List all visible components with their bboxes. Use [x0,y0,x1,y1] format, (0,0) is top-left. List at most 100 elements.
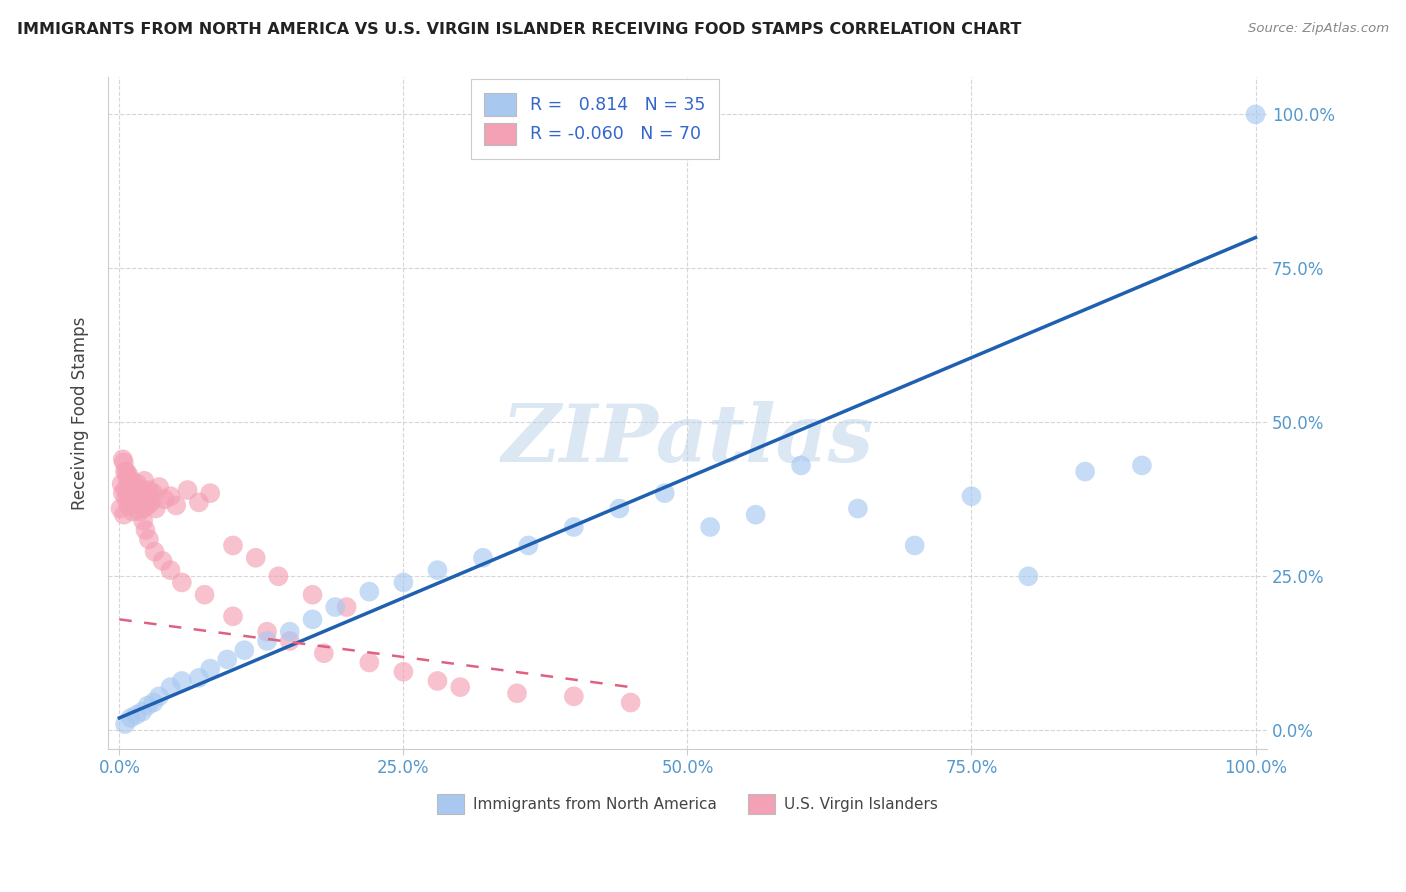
Point [471,550,494,565]
Point [136,698,159,713]
Point [141,495,163,509]
Point [506,686,529,700]
Text: IMMIGRANTS FROM NORTH AMERICA VS U.S. VIRGIN ISLANDER RECEIVING FOOD STAMPS CORR: IMMIGRANTS FROM NORTH AMERICA VS U.S. VI… [17,22,1021,37]
Point [233,643,256,657]
Point [187,671,209,685]
Point [136,499,159,513]
Point [115,465,138,479]
Point [121,476,143,491]
Point [125,495,148,509]
Point [267,569,290,583]
Point [128,486,150,500]
Point [278,634,301,648]
Point [1130,458,1153,473]
Point [426,673,449,688]
Point [138,533,160,547]
Point [1017,569,1039,583]
Point [122,486,145,500]
Point [111,476,134,491]
Point [323,600,346,615]
Y-axis label: Receiving Food Stamps: Receiving Food Stamps [72,317,89,509]
Point [278,624,301,639]
Point [111,452,134,467]
Point [517,539,540,553]
Point [187,495,209,509]
Point [114,483,136,497]
Point [148,480,170,494]
Text: ZIPatlas: ZIPatlas [502,401,873,479]
Point [301,612,323,626]
Point [904,539,927,553]
Point [129,492,152,507]
Legend: Immigrants from North America, U.S. Virgin Islanders: Immigrants from North America, U.S. Virg… [429,787,946,822]
Point [744,508,766,522]
Point [128,505,150,519]
Point [159,563,181,577]
Point [122,505,145,519]
Point [120,495,142,509]
Point [654,486,676,500]
Point [159,489,181,503]
Point [131,705,153,719]
Point [148,690,170,704]
Point [217,652,239,666]
Point [120,711,142,725]
Text: Source: ZipAtlas.com: Source: ZipAtlas.com [1249,22,1389,36]
Point [145,501,167,516]
Point [165,499,187,513]
Point [111,486,134,500]
Point [114,717,136,731]
Point [256,634,278,648]
Point [131,483,153,497]
Point [134,474,156,488]
Point [132,514,155,528]
Point [790,458,813,473]
Point [114,465,136,479]
Point [142,486,165,500]
Point [1074,465,1097,479]
Point [110,501,132,516]
Point [122,489,145,503]
Point [222,609,245,624]
Point [193,588,215,602]
Point [222,539,245,553]
Point [118,489,141,503]
Point [426,563,449,577]
Point [301,588,323,602]
Point [142,696,165,710]
Point [200,486,222,500]
Point [620,696,643,710]
Point [336,600,359,615]
Point [153,492,176,507]
Point [359,584,381,599]
Point [115,492,138,507]
Point [132,501,155,516]
Point [138,483,160,497]
Point [128,499,150,513]
Point [120,480,142,494]
Point [607,501,630,516]
Point [245,550,267,565]
Point [170,575,193,590]
Point [121,474,143,488]
Point [134,492,156,507]
Point [1244,107,1267,121]
Point [117,499,139,513]
Point [170,673,193,688]
Point [135,489,157,503]
Point [159,680,181,694]
Point [134,523,156,537]
Point [125,707,148,722]
Point [449,680,471,694]
Point [152,554,174,568]
Point [127,476,149,491]
Point [124,480,146,494]
Point [562,690,585,704]
Point [112,508,135,522]
Point [176,483,198,497]
Point [960,489,983,503]
Point [699,520,721,534]
Point [112,455,135,469]
Point [256,624,278,639]
Point [846,501,869,516]
